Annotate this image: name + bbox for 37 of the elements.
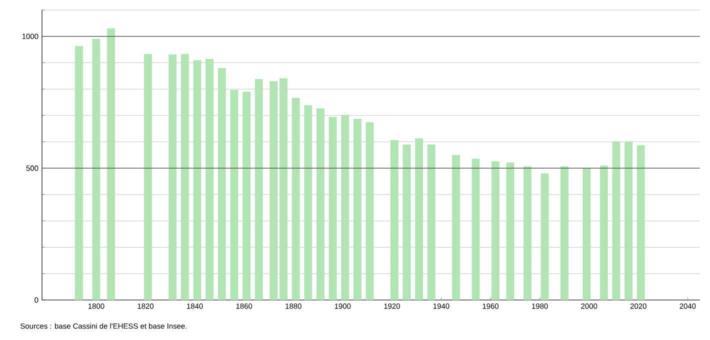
bar: [292, 98, 300, 300]
bar: [107, 28, 115, 300]
bar: [341, 114, 350, 300]
bar: [390, 140, 398, 300]
bar: [600, 166, 608, 300]
bar: [402, 144, 411, 300]
bar: [230, 90, 238, 300]
bar: [168, 54, 177, 300]
bar: [452, 154, 460, 300]
bar: [193, 60, 202, 300]
bar: [218, 68, 226, 300]
bar: [242, 92, 250, 300]
bar: [472, 158, 480, 300]
bar: [624, 142, 632, 300]
bar: [316, 108, 324, 300]
bar: [540, 173, 549, 300]
bar: [366, 122, 374, 300]
bar: [75, 46, 83, 300]
bar: [427, 144, 436, 300]
bar: [144, 54, 152, 300]
bar: [280, 78, 288, 300]
bar: [304, 105, 312, 300]
bar: [524, 166, 532, 300]
bar: [354, 118, 362, 300]
bar: [560, 166, 568, 300]
bar: [328, 117, 337, 300]
bar: [415, 138, 424, 300]
bar: [180, 54, 189, 300]
bar: [506, 162, 514, 300]
bar: [254, 79, 263, 300]
bar: [636, 145, 645, 300]
bar: [582, 168, 591, 300]
bar: [92, 38, 100, 300]
bar: [492, 161, 500, 300]
bar: [270, 81, 278, 300]
bar: [612, 142, 620, 300]
bar: [206, 59, 214, 300]
